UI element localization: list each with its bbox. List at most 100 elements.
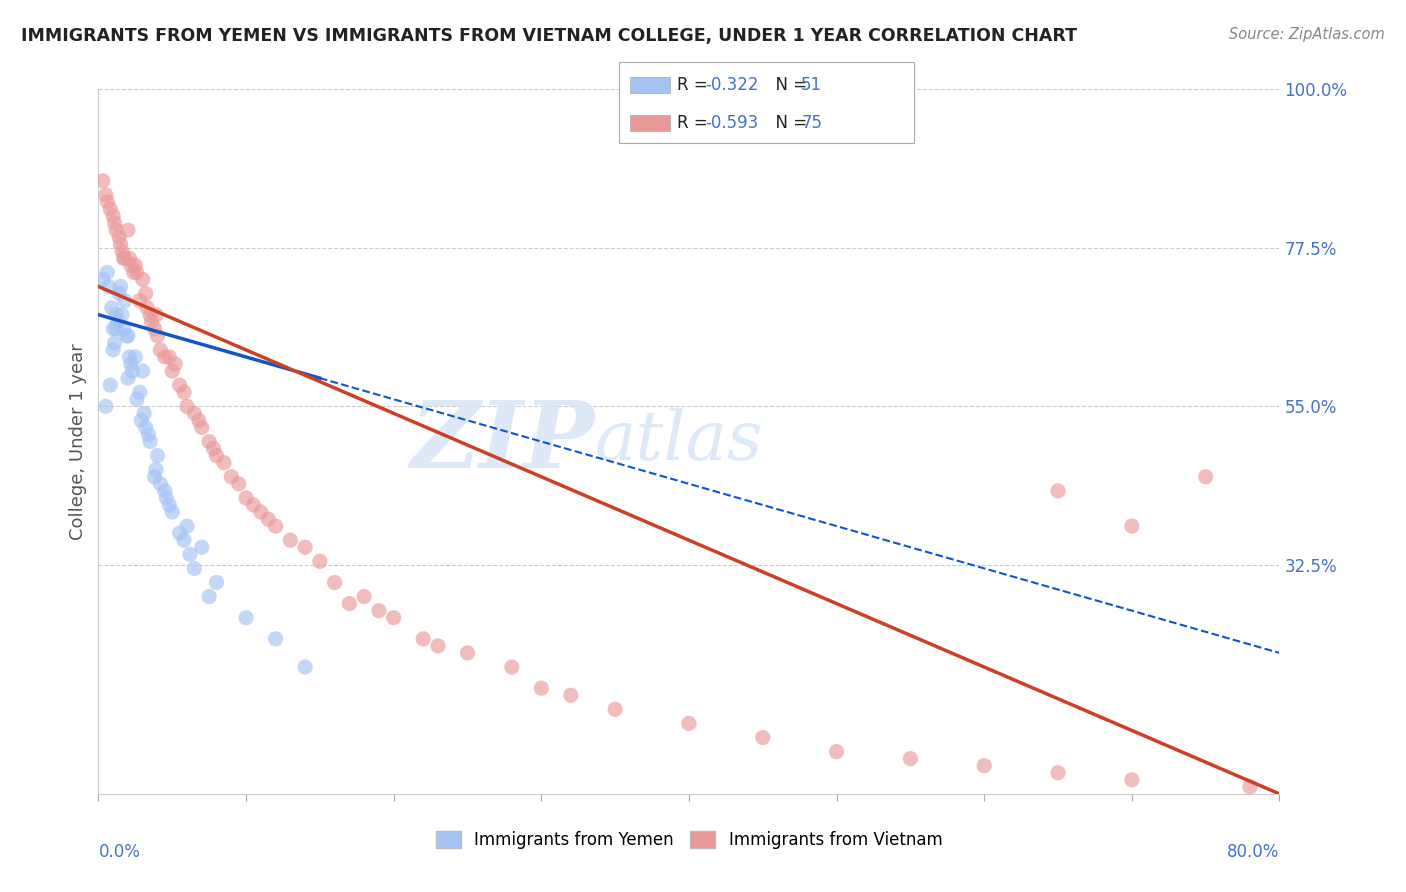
Point <box>501 660 523 674</box>
Point <box>128 293 150 308</box>
Text: -0.593: -0.593 <box>706 113 759 132</box>
Point <box>149 476 172 491</box>
Point <box>368 604 391 618</box>
Text: -0.322: -0.322 <box>706 76 759 94</box>
Point <box>94 399 117 413</box>
Point <box>107 315 129 329</box>
Point <box>143 322 166 336</box>
Point <box>145 463 167 477</box>
Point <box>221 469 243 483</box>
Point <box>294 540 316 554</box>
Point <box>112 322 135 336</box>
Point <box>104 335 127 350</box>
Text: 51: 51 <box>801 76 823 94</box>
Point <box>1195 469 1218 483</box>
Point <box>157 498 180 512</box>
Point <box>139 308 162 322</box>
Text: N =: N = <box>765 76 811 94</box>
Point <box>103 322 125 336</box>
Point <box>129 413 152 427</box>
Point <box>135 286 157 301</box>
Point <box>108 286 131 301</box>
Point <box>124 350 146 364</box>
Text: 80.0%: 80.0% <box>1227 843 1279 861</box>
Point <box>169 378 191 392</box>
Point <box>973 758 995 772</box>
Point <box>112 252 135 266</box>
Point <box>212 456 235 470</box>
Point <box>128 385 150 400</box>
Point <box>294 660 316 674</box>
Point <box>187 413 209 427</box>
Point <box>165 357 187 371</box>
Point <box>173 385 195 400</box>
Point <box>173 533 195 548</box>
Point <box>202 442 225 456</box>
Point <box>530 681 553 696</box>
Point <box>111 244 134 259</box>
Text: R =: R = <box>678 76 713 94</box>
Point <box>94 187 117 202</box>
Point <box>141 315 163 329</box>
Point <box>121 364 143 378</box>
Text: N =: N = <box>765 113 811 132</box>
Point <box>1121 519 1143 533</box>
Point <box>191 420 214 434</box>
Point <box>155 491 177 505</box>
Point <box>110 279 132 293</box>
Point <box>98 202 121 216</box>
Point <box>103 209 125 223</box>
Point <box>96 194 118 209</box>
Legend: Immigrants from Yemen, Immigrants from Vietnam: Immigrants from Yemen, Immigrants from V… <box>429 824 949 856</box>
Point <box>125 392 148 407</box>
Text: IMMIGRANTS FROM YEMEN VS IMMIGRANTS FROM VIETNAM COLLEGE, UNDER 1 YEAR CORRELATI: IMMIGRANTS FROM YEMEN VS IMMIGRANTS FROM… <box>21 27 1077 45</box>
Point <box>264 519 287 533</box>
Point <box>124 258 146 272</box>
Point <box>228 476 250 491</box>
Point <box>157 350 180 364</box>
Point <box>91 272 114 286</box>
Point <box>169 526 191 541</box>
Point <box>97 279 120 293</box>
Point <box>323 575 346 590</box>
Text: ZIP: ZIP <box>411 397 595 486</box>
Point <box>132 272 155 286</box>
Point <box>125 265 148 279</box>
Point <box>100 301 122 315</box>
Point <box>257 512 280 526</box>
Point <box>205 575 228 590</box>
Point <box>825 745 848 759</box>
Point <box>105 223 128 237</box>
Point <box>176 519 198 533</box>
Point <box>183 561 205 575</box>
Point <box>134 406 156 420</box>
Point <box>122 265 145 279</box>
Point <box>1121 772 1143 787</box>
Text: Source: ZipAtlas.com: Source: ZipAtlas.com <box>1229 27 1385 42</box>
Point <box>280 533 302 548</box>
Point <box>120 357 142 371</box>
Text: 75: 75 <box>801 113 823 132</box>
Point <box>382 610 405 624</box>
Point <box>153 350 176 364</box>
Point <box>114 252 136 266</box>
Point <box>108 230 131 244</box>
Point <box>176 399 198 413</box>
Point <box>339 597 361 611</box>
Point <box>139 434 162 449</box>
Point <box>309 554 332 568</box>
Point <box>132 364 155 378</box>
Text: R =: R = <box>678 113 713 132</box>
Point <box>412 632 434 646</box>
Y-axis label: College, Under 1 year: College, Under 1 year <box>69 343 87 540</box>
Point <box>145 308 167 322</box>
Point <box>114 293 136 308</box>
Point <box>1047 765 1070 780</box>
Point <box>242 498 264 512</box>
Point <box>118 252 141 266</box>
Point <box>103 343 125 357</box>
Point <box>235 610 257 624</box>
Point <box>143 469 166 483</box>
Point <box>96 265 118 279</box>
Point <box>135 420 157 434</box>
